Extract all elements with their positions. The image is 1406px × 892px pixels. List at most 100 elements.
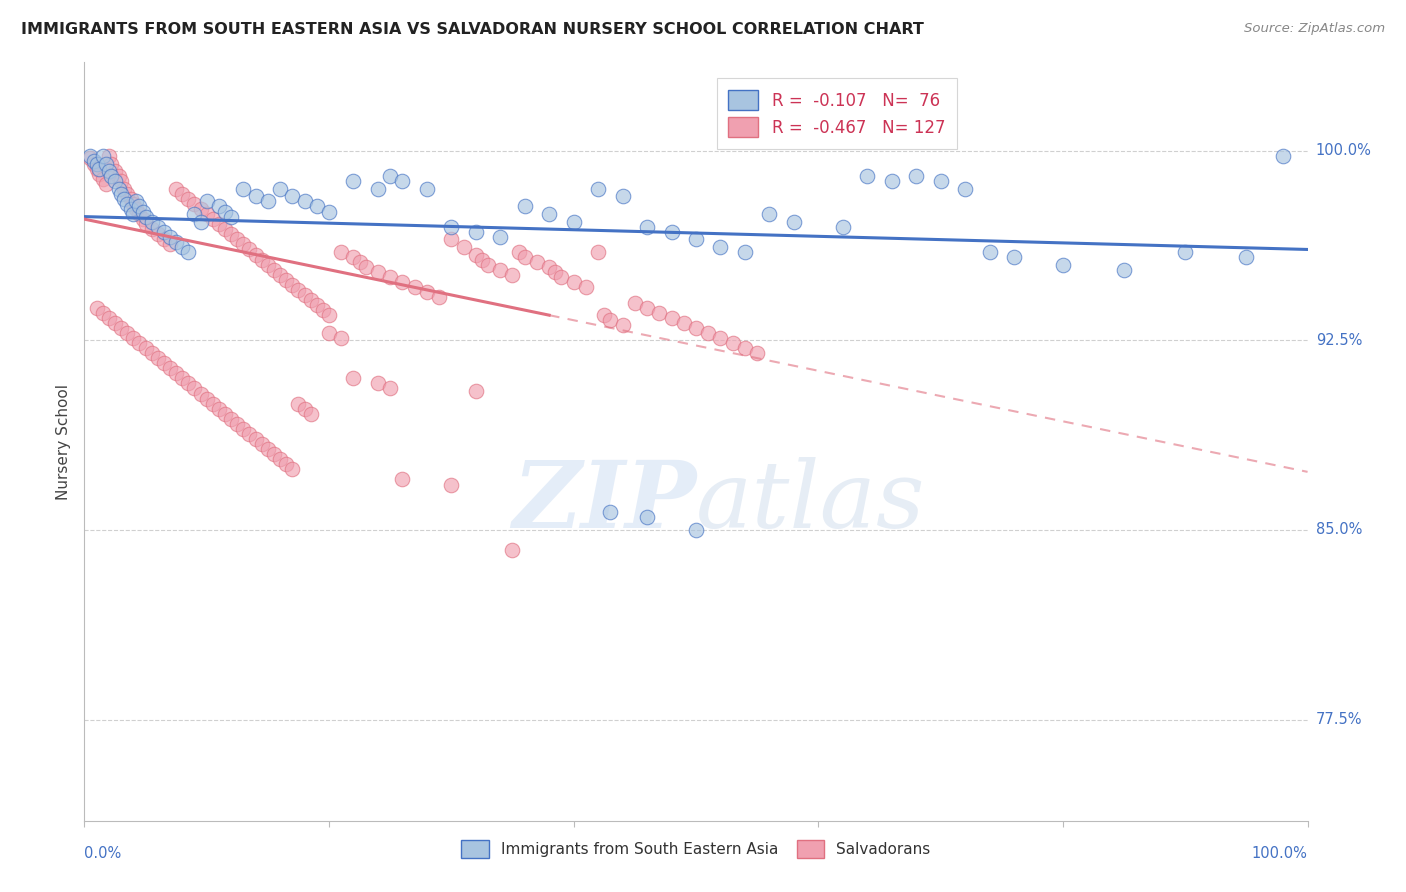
Point <box>312 303 335 318</box>
Point <box>672 316 695 330</box>
Text: IMMIGRANTS FROM SOUTH EASTERN ASIA VS SALVADORAN NURSERY SCHOOL CORRELATION CHAR: IMMIGRANTS FROM SOUTH EASTERN ASIA VS SA… <box>21 22 924 37</box>
Point <box>190 214 212 228</box>
Point <box>107 182 129 196</box>
Point <box>83 156 105 170</box>
Point <box>612 318 634 333</box>
Point <box>153 232 176 246</box>
Point <box>538 260 561 274</box>
Point <box>404 280 426 294</box>
Point <box>330 244 353 259</box>
Point <box>453 240 475 254</box>
Point <box>120 192 142 206</box>
Point <box>165 182 187 196</box>
Text: 0.0%: 0.0% <box>84 846 121 861</box>
Point <box>318 326 340 340</box>
Point <box>624 295 647 310</box>
Point <box>122 207 145 221</box>
Point <box>305 298 328 312</box>
Point <box>391 174 413 188</box>
Point <box>87 167 110 181</box>
Point <box>391 472 413 486</box>
Text: atlas: atlas <box>696 458 925 547</box>
Point <box>636 219 658 234</box>
Point <box>91 305 114 319</box>
Point <box>214 204 236 219</box>
Point <box>831 219 853 234</box>
Point <box>281 189 304 203</box>
Point <box>183 197 205 211</box>
Point <box>238 426 260 441</box>
Point <box>91 171 114 186</box>
Point <box>416 182 439 196</box>
Point <box>214 407 236 421</box>
Point <box>115 197 138 211</box>
Point <box>513 250 536 264</box>
Point <box>195 392 218 406</box>
Point <box>502 268 524 282</box>
Point <box>190 202 212 216</box>
Point <box>250 252 273 267</box>
Point <box>342 174 364 188</box>
Point <box>342 371 364 385</box>
Point <box>709 331 731 345</box>
Point <box>464 225 486 239</box>
Point <box>953 182 976 196</box>
Text: 92.5%: 92.5% <box>1316 333 1362 348</box>
Point <box>880 174 903 188</box>
Point <box>238 243 260 257</box>
Point <box>86 301 108 315</box>
Point <box>294 401 316 416</box>
Point <box>508 244 530 259</box>
Point <box>104 174 127 188</box>
Point <box>159 361 181 376</box>
Point <box>276 273 298 287</box>
Point <box>747 346 769 360</box>
Point <box>318 308 340 322</box>
Point <box>287 396 309 410</box>
Point <box>440 232 463 246</box>
Point <box>380 270 402 285</box>
Point <box>128 199 150 213</box>
Point <box>141 214 163 228</box>
Point <box>734 244 756 259</box>
Point <box>172 186 194 201</box>
Point <box>100 169 122 183</box>
Point <box>367 376 389 391</box>
Point <box>83 153 105 168</box>
Point <box>502 543 524 558</box>
Point <box>349 255 371 269</box>
Y-axis label: Nursery School: Nursery School <box>56 384 72 500</box>
Point <box>115 186 138 201</box>
Point <box>697 326 720 340</box>
Point <box>104 164 127 178</box>
Point <box>135 341 157 355</box>
Point <box>245 432 267 446</box>
Point <box>636 510 658 524</box>
Point <box>214 222 236 236</box>
Point <box>1174 244 1197 259</box>
Point <box>269 268 291 282</box>
Point <box>709 240 731 254</box>
Point <box>125 194 148 209</box>
Point <box>489 229 512 244</box>
Point <box>575 280 598 294</box>
Point <box>146 351 169 365</box>
Point <box>135 217 157 231</box>
Point <box>232 237 254 252</box>
Point <box>294 288 316 302</box>
Point <box>342 250 364 264</box>
Point <box>219 227 242 242</box>
Point <box>96 177 118 191</box>
Point <box>354 260 377 274</box>
Point <box>232 182 254 196</box>
Point <box>330 331 353 345</box>
Point <box>440 219 463 234</box>
Point <box>159 237 181 252</box>
Point <box>172 240 194 254</box>
Point <box>165 366 187 380</box>
Point <box>257 258 280 272</box>
Point <box>122 197 145 211</box>
Point <box>550 270 572 285</box>
Point <box>758 207 780 221</box>
Point <box>120 202 142 216</box>
